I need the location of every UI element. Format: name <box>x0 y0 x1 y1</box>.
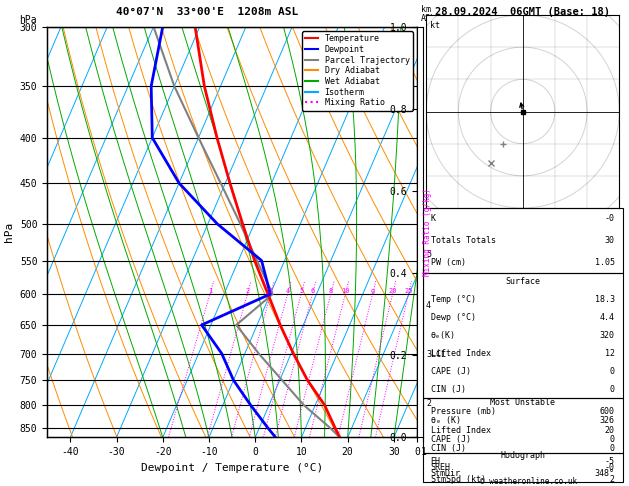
Text: 0: 0 <box>610 384 615 394</box>
Text: 3: 3 <box>269 288 272 294</box>
Text: © weatheronline.co.uk: © weatheronline.co.uk <box>480 477 577 486</box>
Text: CIN (J): CIN (J) <box>431 444 465 453</box>
Text: -0: -0 <box>604 463 615 472</box>
Text: -5: -5 <box>604 457 615 466</box>
Text: Hodograph: Hodograph <box>500 451 545 460</box>
Text: 28.09.2024  06GMT (Base: 18): 28.09.2024 06GMT (Base: 18) <box>435 7 610 17</box>
Text: CIN (J): CIN (J) <box>431 384 465 394</box>
Text: CAPE (J): CAPE (J) <box>431 435 470 444</box>
Text: StmDir: StmDir <box>431 469 460 478</box>
Text: 6: 6 <box>310 288 314 294</box>
Text: 8: 8 <box>328 288 333 294</box>
Text: Pressure (mb): Pressure (mb) <box>431 407 496 416</box>
Text: Mixing Ratio (g/kg): Mixing Ratio (g/kg) <box>423 188 432 276</box>
Text: 30: 30 <box>604 236 615 245</box>
Text: 40°07'N  33°00'E  1208m ASL: 40°07'N 33°00'E 1208m ASL <box>116 7 299 17</box>
Text: 20: 20 <box>388 288 397 294</box>
Text: Surface: Surface <box>505 278 540 286</box>
Text: 1.05: 1.05 <box>594 258 615 267</box>
Text: -0: -0 <box>604 214 615 224</box>
Text: 5: 5 <box>299 288 303 294</box>
Text: hPa: hPa <box>19 15 37 25</box>
Text: 0: 0 <box>610 367 615 376</box>
Y-axis label: hPa: hPa <box>4 222 14 242</box>
Text: 10: 10 <box>341 288 350 294</box>
X-axis label: Dewpoint / Temperature (°C): Dewpoint / Temperature (°C) <box>141 463 323 473</box>
Legend: Temperature, Dewpoint, Parcel Trajectory, Dry Adiabat, Wet Adiabat, Isotherm, Mi: Temperature, Dewpoint, Parcel Trajectory… <box>302 31 413 110</box>
Text: PW (cm): PW (cm) <box>431 258 465 267</box>
Text: EH: EH <box>431 457 441 466</box>
Text: 326: 326 <box>599 417 615 425</box>
Text: Lifted Index: Lifted Index <box>431 349 491 358</box>
Text: θₑ (K): θₑ (K) <box>431 417 460 425</box>
Text: 0: 0 <box>610 444 615 453</box>
Text: 20: 20 <box>604 426 615 434</box>
Text: K: K <box>431 214 436 224</box>
Text: 12: 12 <box>604 349 615 358</box>
Text: Most Unstable: Most Unstable <box>490 398 555 407</box>
Text: θₑ(K): θₑ(K) <box>431 331 455 340</box>
Text: 320: 320 <box>599 331 615 340</box>
Text: Lifted Index: Lifted Index <box>431 426 491 434</box>
Text: Dewp (°C): Dewp (°C) <box>431 313 476 322</box>
Text: StmSpd (kt): StmSpd (kt) <box>431 475 486 484</box>
Text: 4.4: 4.4 <box>599 313 615 322</box>
Text: SREH: SREH <box>431 463 451 472</box>
Text: 0: 0 <box>610 435 615 444</box>
Text: kt: kt <box>430 21 440 30</box>
Text: 348°: 348° <box>594 469 615 478</box>
Text: Temp (°C): Temp (°C) <box>431 295 476 304</box>
Text: km
ASL: km ASL <box>421 5 436 23</box>
Text: Totals Totals: Totals Totals <box>431 236 496 245</box>
Text: 4: 4 <box>286 288 290 294</box>
Text: 18.3: 18.3 <box>594 295 615 304</box>
Text: 25: 25 <box>404 288 413 294</box>
Text: CAPE (J): CAPE (J) <box>431 367 470 376</box>
Text: 2: 2 <box>245 288 250 294</box>
Text: g: g <box>370 288 375 294</box>
Text: 2: 2 <box>610 475 615 484</box>
Text: 600: 600 <box>599 407 615 416</box>
Text: 1: 1 <box>208 288 212 294</box>
